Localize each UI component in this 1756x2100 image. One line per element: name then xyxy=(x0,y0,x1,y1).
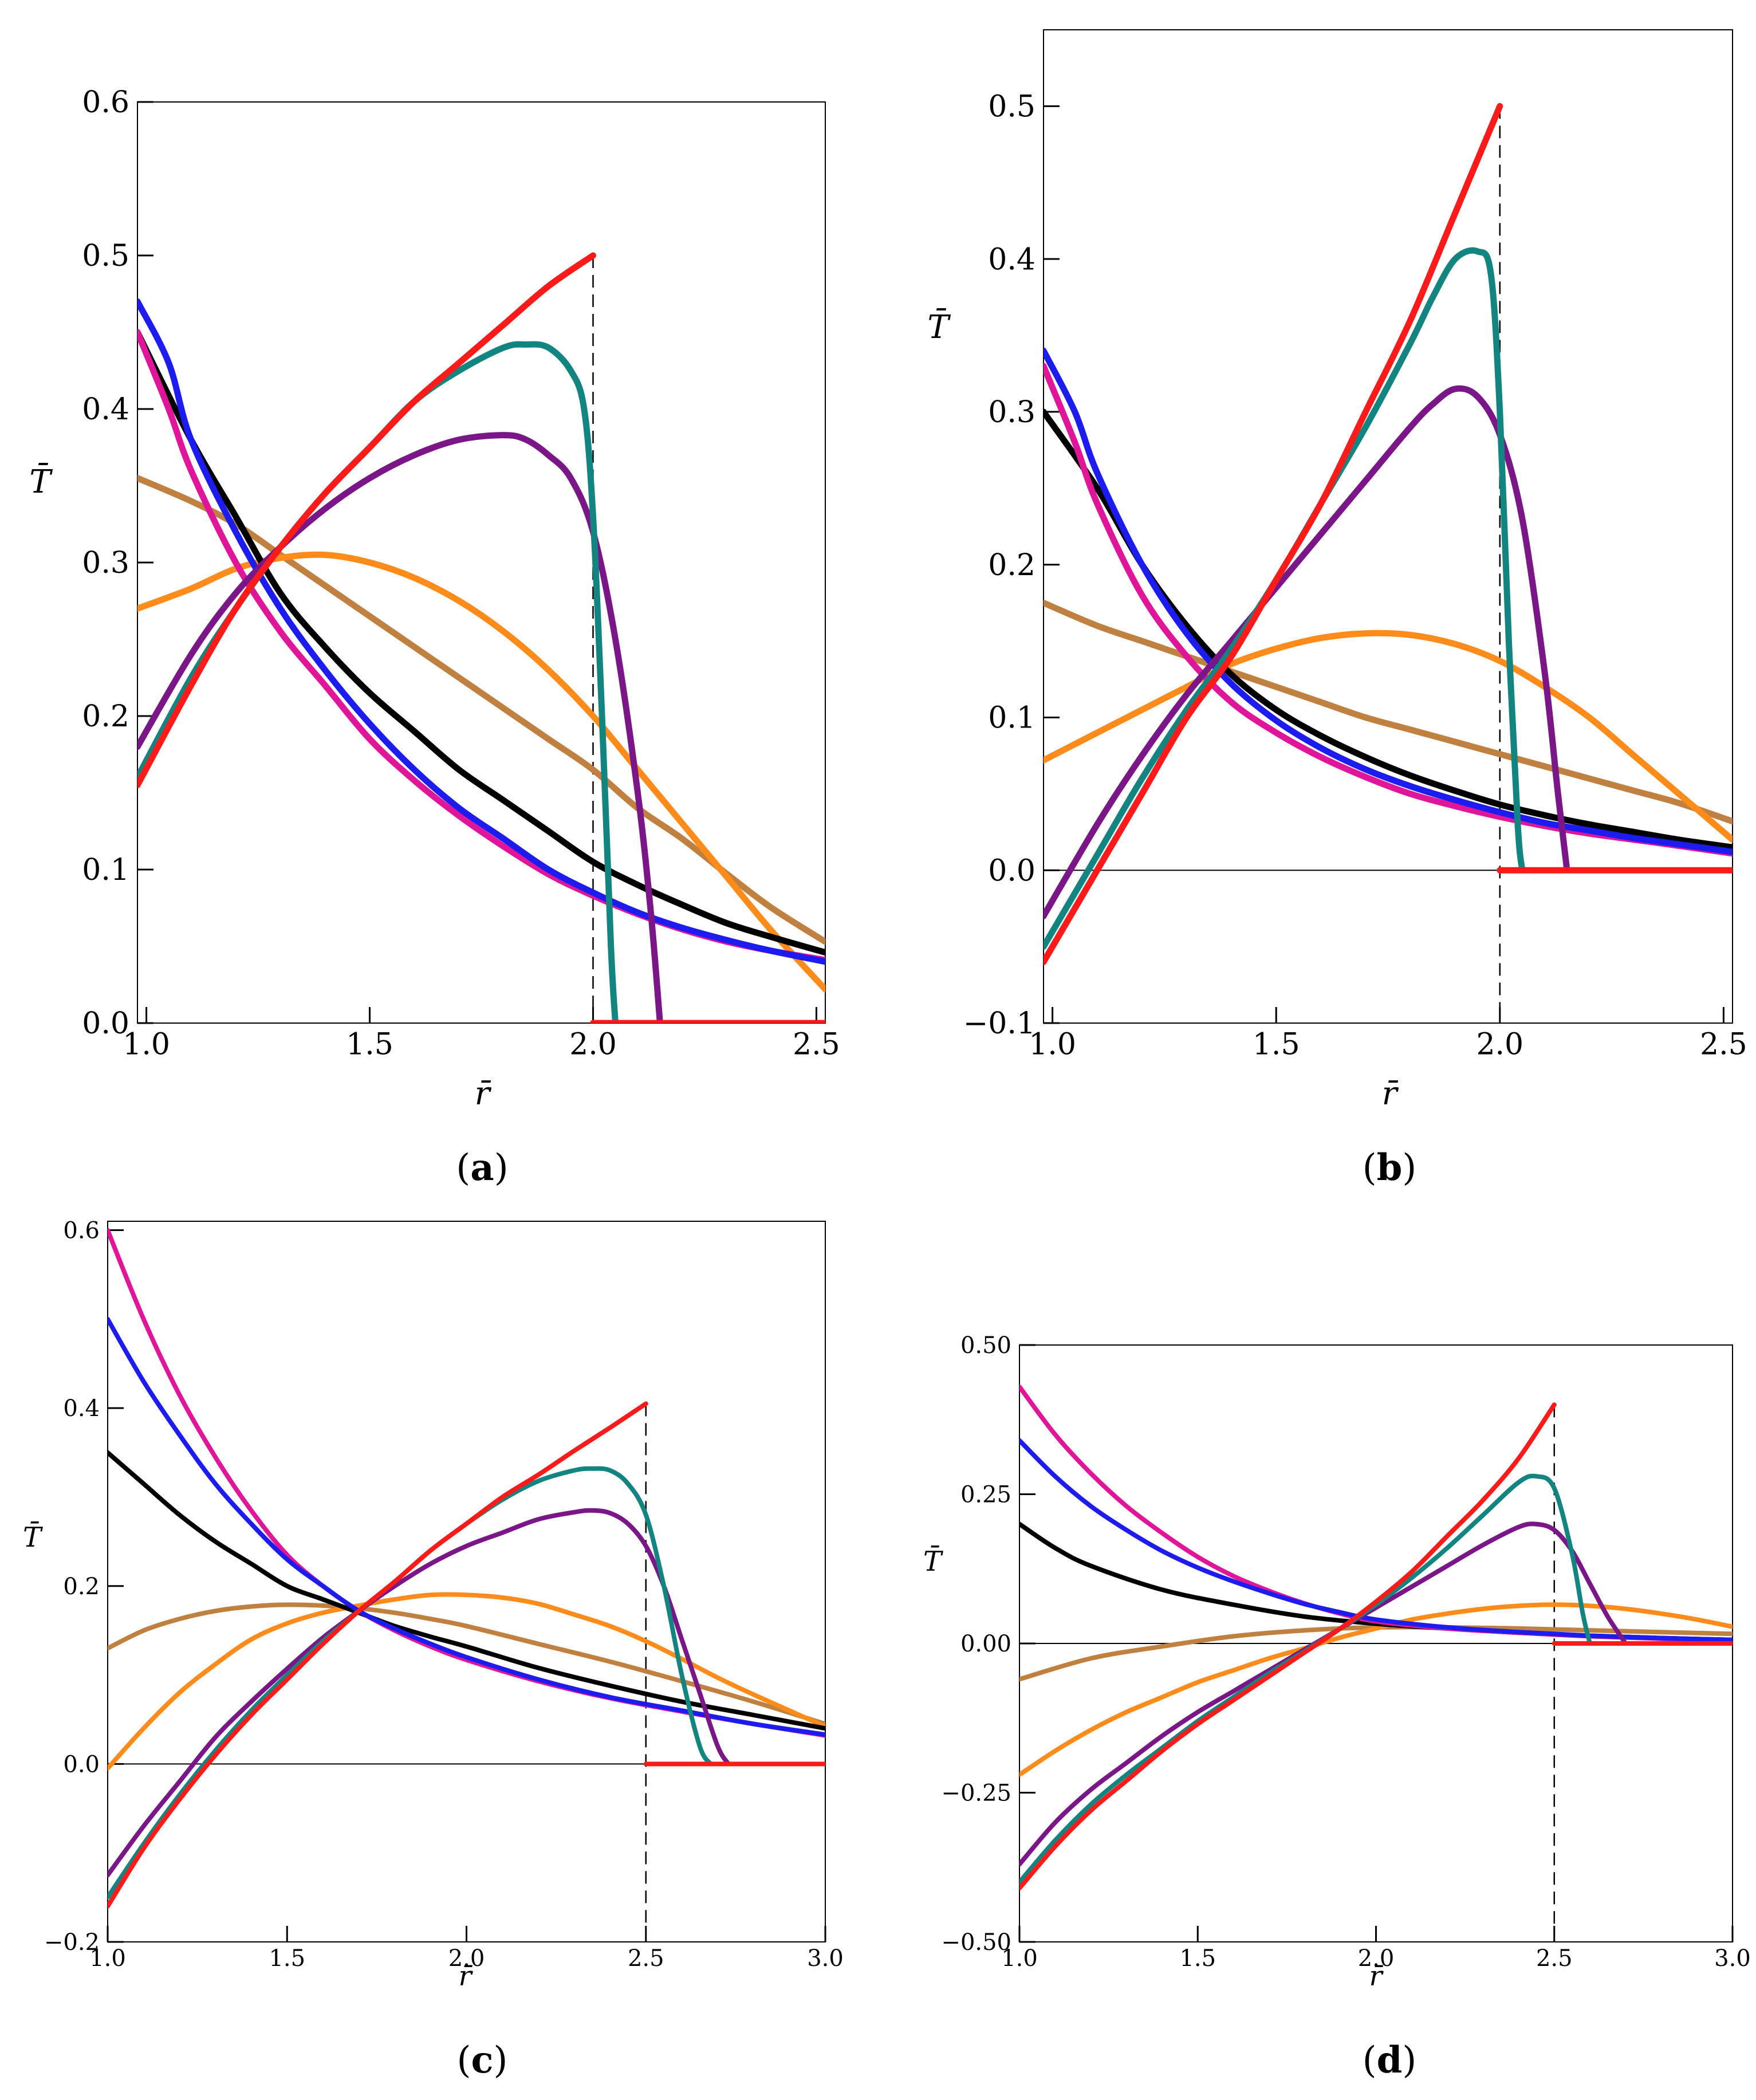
y-tick-label: −0.2 xyxy=(44,1929,100,1956)
chart-panel-a: 1.0 1.5 2.0 2.5 0.0 0.1 0.2 0.3 0.4 0.5 0.6 r̄ T̄ (a) xyxy=(29,85,840,1189)
series-line-blue xyxy=(1019,1438,1733,1642)
y-tick-label: 0.1 xyxy=(988,701,1036,736)
y-tick-label: 0.0 xyxy=(82,1006,129,1041)
y-axis-label: T̄ xyxy=(23,1520,43,1554)
series-line-red xyxy=(108,1401,648,1909)
series-line-teal xyxy=(108,1466,713,1900)
series-line-brown xyxy=(137,475,825,945)
series-line-blue xyxy=(108,1316,825,1737)
x-tick-label: 1.0 xyxy=(89,1945,126,1972)
y-tick-label: 0.6 xyxy=(63,1218,100,1244)
series-line-magenta xyxy=(137,329,825,964)
series-line-blue xyxy=(1044,347,1733,855)
x-tick-label: 2.0 xyxy=(1358,1945,1395,1972)
x-tick-label: 2.0 xyxy=(569,1028,617,1062)
series-line-purple xyxy=(1044,385,1570,919)
panel-caption-c: (c) xyxy=(457,2039,508,2082)
x-axis-label: r̄ xyxy=(1369,1960,1384,1992)
plot-frame xyxy=(107,1221,826,1942)
y-tick-label: 0.4 xyxy=(63,1395,100,1422)
y-tick-label: 0.5 xyxy=(988,90,1036,124)
chart-panel-b: 1.0 1.5 2.0 2.5 −0.1 0.0 0.1 0.2 0.3 0.4 0.5 r̄ T̄ (b… xyxy=(927,29,1747,1189)
panel-caption-a: (a) xyxy=(456,1146,508,1189)
series-line-orange xyxy=(1019,1602,1733,1777)
x-tick-label: 2.5 xyxy=(628,1945,664,1972)
series-line-black xyxy=(137,329,825,956)
x-tick-label: 2.5 xyxy=(1700,1028,1747,1062)
y-tick-label: 0.3 xyxy=(988,395,1036,430)
x-tick-label: 1.0 xyxy=(123,1028,170,1062)
panel-caption-b: (b) xyxy=(1363,1146,1417,1189)
x-tick-label: 1.5 xyxy=(1253,1028,1300,1062)
y-axis-label: T̄ xyxy=(29,462,53,501)
y-tick-label: 0.3 xyxy=(82,546,129,580)
series-line-purple xyxy=(137,432,663,1023)
x-tick-label: 1.5 xyxy=(1179,1945,1216,1972)
series-line-purple xyxy=(108,1508,731,1878)
y-tick-label: 0.4 xyxy=(82,392,129,427)
y-tick-label: −0.1 xyxy=(963,1006,1036,1041)
x-tick-label: 3.0 xyxy=(1714,1945,1751,1972)
series-line-black xyxy=(108,1450,825,1731)
y-tick-label: 0.2 xyxy=(82,699,129,734)
y-tick-label: 0.25 xyxy=(960,1482,1011,1508)
series-line-red xyxy=(1044,103,1503,965)
plot-frame xyxy=(137,101,826,1024)
x-tick-label: 1.0 xyxy=(1029,1028,1076,1062)
x-tick-label: 2.5 xyxy=(793,1028,840,1062)
y-tick-label: 0.50 xyxy=(960,1332,1011,1359)
series-line-red xyxy=(1019,1402,1557,1891)
y-tick-label: 0.2 xyxy=(988,548,1036,583)
x-tick-label: 2.0 xyxy=(448,1945,485,1972)
y-axis-label: T̄ xyxy=(923,1544,943,1578)
y-tick-label: 0.5 xyxy=(82,239,129,273)
y-tick-label: 0.2 xyxy=(63,1574,100,1600)
x-tick-label: 2.5 xyxy=(1536,1945,1573,1972)
y-tick-label: 0.1 xyxy=(82,853,129,887)
series-line-orange xyxy=(108,1592,825,1771)
y-tick-label: 0.6 xyxy=(82,85,129,120)
x-tick-label: 1.0 xyxy=(1001,1945,1038,1972)
x-tick-label: 2.0 xyxy=(1476,1028,1523,1062)
y-tick-label: 0.0 xyxy=(988,854,1036,888)
x-tick-label: 1.5 xyxy=(346,1028,393,1062)
series-line-blue xyxy=(137,298,825,965)
panel-caption-d: (d) xyxy=(1363,2039,1417,2082)
series-line-red xyxy=(137,252,596,789)
x-axis-label: r̄ xyxy=(1382,1075,1399,1112)
series-line-brown xyxy=(1044,599,1733,825)
chart-panel-d: 1.0 1.5 2.0 2.5 3.0 −0.50 −0.25 0.00 0.25 0.50 r̄ T… xyxy=(923,1332,1751,2082)
y-tick-label: 0.4 xyxy=(988,242,1036,277)
plot-frame xyxy=(1043,29,1733,1024)
series-line-teal xyxy=(137,341,619,1023)
y-tick-label: −0.25 xyxy=(941,1780,1011,1807)
chart-panel-c: 1.0 1.5 2.0 2.5 3.0 −0.2 0.0 0.2 0.4 0.6 r̄ T̄ (c) xyxy=(23,1218,844,2082)
x-tick-label: 3.0 xyxy=(807,1945,844,1972)
y-tick-label: −0.50 xyxy=(941,1929,1011,1956)
x-axis-label: r̄ xyxy=(475,1075,492,1112)
y-tick-label: 0.00 xyxy=(960,1631,1011,1657)
x-axis-label: r̄ xyxy=(459,1960,474,1992)
series-line-teal xyxy=(1044,247,1526,950)
x-tick-label: 1.5 xyxy=(269,1945,305,1972)
y-axis-label: T̄ xyxy=(927,308,951,346)
y-tick-label: 0.0 xyxy=(63,1751,100,1777)
series-line-orange xyxy=(1044,630,1733,843)
series-line-teal xyxy=(1019,1473,1592,1885)
